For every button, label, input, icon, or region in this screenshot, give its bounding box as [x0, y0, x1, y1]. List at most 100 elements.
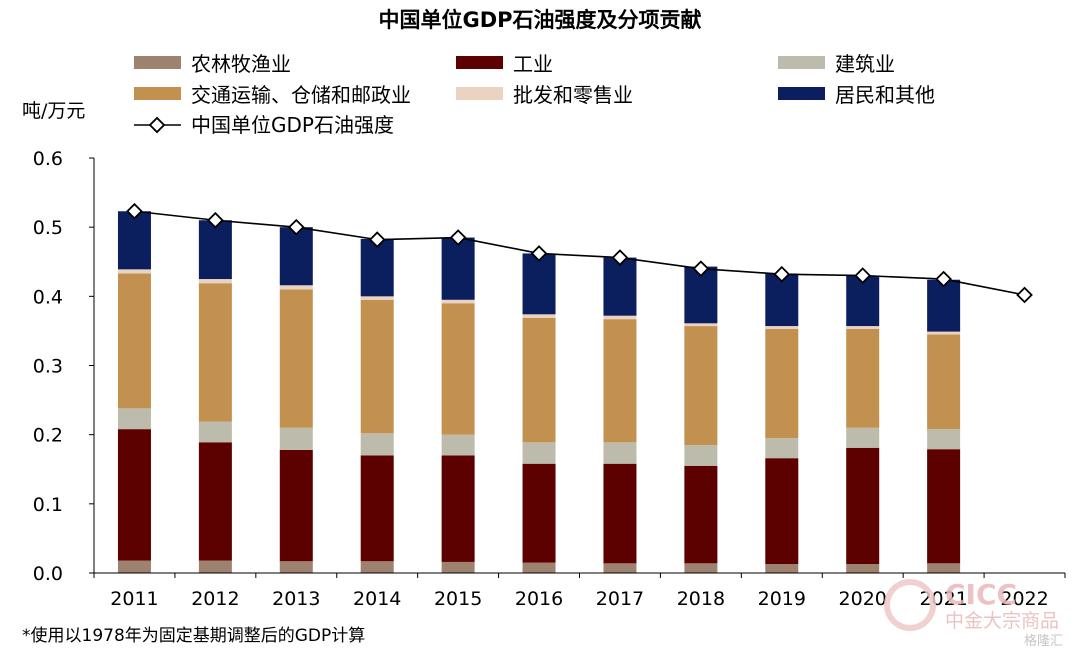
line-point — [935, 270, 952, 288]
line-point — [530, 245, 548, 262]
line-point — [126, 202, 143, 220]
bar-segment — [522, 314, 556, 318]
bar-segment — [117, 211, 151, 270]
bar-segment — [279, 561, 313, 573]
bar-segment — [684, 563, 718, 573]
bar-segment — [603, 442, 637, 464]
bar-segment — [360, 296, 394, 300]
watermark-brand: CICC — [945, 578, 1017, 611]
bar-segment — [684, 326, 718, 446]
bar-segment — [765, 326, 799, 329]
bar-segment — [117, 273, 151, 409]
bar-segment — [279, 227, 313, 286]
bar-segment — [198, 421, 232, 443]
legend-swatch — [134, 56, 181, 69]
y-axis-unit: 吨/万元 — [22, 100, 85, 122]
x-tick-label: 2014 — [353, 588, 401, 610]
bar-segment — [846, 447, 880, 565]
bar-segment — [765, 438, 799, 459]
x-tick-label: 2020 — [839, 588, 887, 610]
bar-segment — [765, 458, 799, 565]
bar-segment — [441, 299, 475, 304]
y-tick-label: 0.0 — [33, 563, 63, 585]
line-point — [773, 265, 791, 283]
bar-segment — [522, 463, 556, 563]
x-tick-label: 2017 — [596, 588, 644, 610]
bar-segment — [765, 564, 799, 573]
bar-segment — [927, 449, 961, 564]
x-tick-label: 2015 — [434, 588, 482, 610]
x-tick-label: 2019 — [758, 588, 806, 610]
bars — [117, 211, 961, 573]
legend-label: 交通运输、仓储和邮政业 — [191, 83, 411, 107]
bar-segment — [198, 279, 232, 284]
legend-swatch — [778, 87, 825, 100]
bar-segment — [684, 323, 718, 327]
bar-segment — [360, 561, 394, 573]
y-tick-label: 0.4 — [33, 286, 63, 308]
y-axis: 0.0 0.1 0.2 0.3 0.4 0.5 0.6 — [33, 148, 95, 585]
bar-segment — [684, 465, 718, 564]
line-point — [207, 211, 224, 229]
legend-swatch — [456, 56, 503, 69]
bar-segment — [360, 455, 394, 562]
legend-label: 工业 — [513, 52, 553, 76]
legend-label: 居民和其他 — [835, 83, 935, 107]
x-tick-label: 2013 — [272, 588, 320, 610]
bar-segment — [441, 455, 475, 562]
bar-segment — [360, 299, 394, 434]
watermark-logo-icon — [884, 579, 936, 631]
line-point — [1016, 286, 1033, 304]
bar-segment — [927, 334, 961, 430]
bar-segment — [441, 561, 475, 573]
bar-segment — [765, 328, 799, 439]
bar-segment — [846, 564, 880, 573]
line-series — [126, 202, 1033, 304]
bar-segment — [927, 429, 961, 450]
bar-segment — [522, 317, 556, 443]
bar-segment — [360, 433, 394, 456]
bar-segment — [846, 328, 880, 428]
legend-label: 农林牧渔业 — [191, 52, 291, 76]
line-point — [692, 260, 710, 278]
chart-title: 中国单位GDP石油强度及分项贡献 — [378, 8, 701, 32]
bar-segment — [522, 562, 556, 573]
bar-segment — [198, 442, 232, 561]
x-tick-label: 2018 — [677, 588, 725, 610]
bar-segment — [441, 237, 475, 300]
bar-segment — [441, 303, 475, 435]
line-point — [449, 229, 467, 246]
x-tick-label: 2016 — [515, 588, 563, 610]
watermark-source: 格隆汇 — [1024, 633, 1063, 649]
bar-segment — [927, 279, 961, 332]
bar-segment — [603, 257, 637, 316]
legend-label: 中国单位GDP石油强度 — [191, 113, 394, 137]
bar-segment — [846, 326, 880, 329]
bar-segment — [198, 283, 232, 422]
x-tick-label: 2011 — [110, 588, 158, 610]
legend-label: 建筑业 — [835, 52, 895, 76]
bar-segment — [279, 285, 313, 290]
x-tick-label: 2022 — [1000, 588, 1048, 610]
bar-segment — [441, 434, 475, 456]
bar-segment — [198, 560, 232, 573]
line-point — [368, 231, 386, 248]
y-tick-label: 0.1 — [33, 494, 63, 516]
y-tick-label: 0.2 — [33, 425, 63, 447]
bar-segment — [522, 442, 556, 464]
y-tick-label: 0.6 — [33, 148, 63, 170]
bar-segment — [846, 427, 880, 448]
bar-segment — [927, 331, 961, 335]
bar-segment — [279, 289, 313, 428]
bar-segment — [117, 560, 151, 573]
bar-segment — [846, 275, 880, 327]
bar-segment — [603, 315, 637, 320]
bar-segment — [522, 253, 556, 315]
bar-segment — [279, 427, 313, 450]
legend-swatch — [778, 56, 825, 69]
line-point — [854, 267, 872, 284]
series-line — [134, 210, 1025, 296]
bar-segment — [603, 463, 637, 564]
